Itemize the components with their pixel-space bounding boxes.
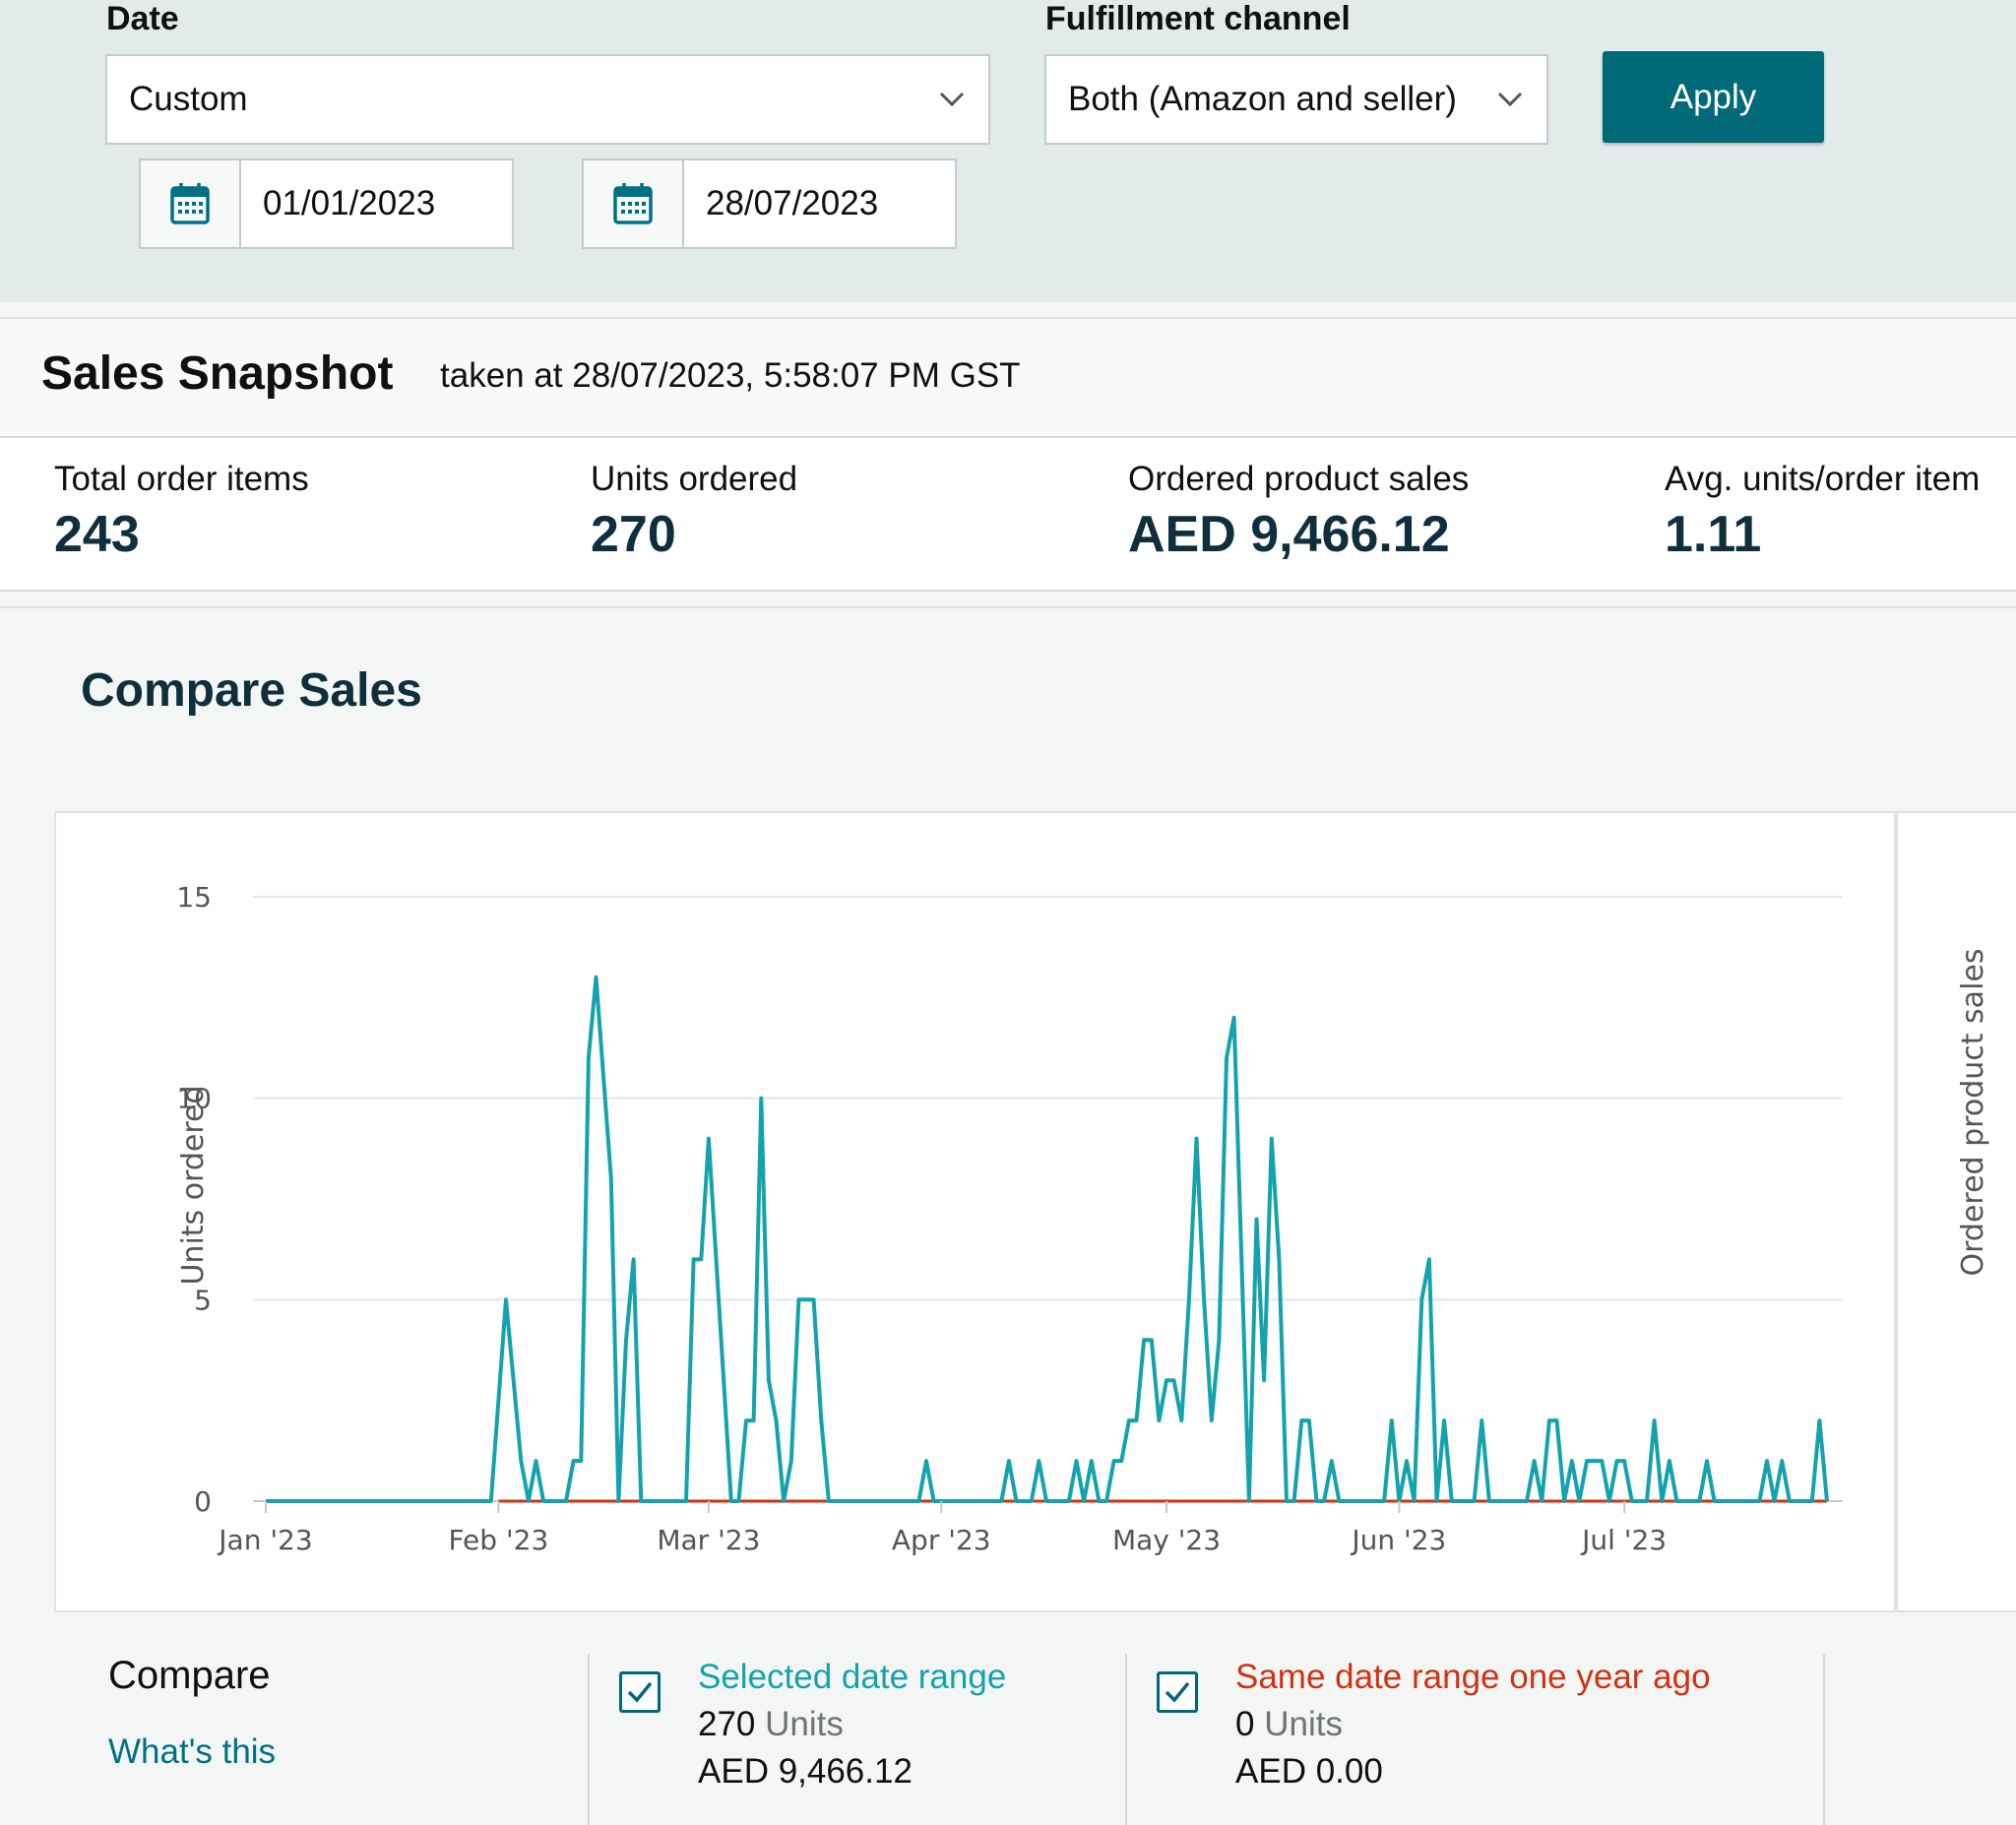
snapshot-timestamp: taken at 28/07/2023, 5:58:07 PM GST — [440, 356, 1021, 395]
compare-sales-section: Compare Sales 0 5 10 15 Jan '23 Feb '23 Mar '… — [0, 606, 2016, 1825]
start-date-field[interactable]: 01/01/2023 — [139, 158, 514, 249]
date-range-select[interactable]: Custom — [105, 54, 990, 145]
checkmark-icon — [1165, 1681, 1190, 1703]
end-date-field[interactable]: 28/07/2023 — [582, 158, 957, 249]
metric-value: AED 9,466.12 — [1128, 506, 1450, 563]
y-tick-label: 0 — [194, 1485, 212, 1518]
previous-year-amount: AED 0.00 — [1235, 1752, 1383, 1791]
x-tick-label: Apr '23 — [892, 1524, 991, 1556]
selected-range-units: 270 Units — [698, 1705, 844, 1744]
y-tick-label: 15 — [176, 881, 212, 913]
chevron-down-icon — [1497, 92, 1523, 107]
apply-button[interactable]: Apply — [1603, 51, 1824, 143]
x-tick-label: Feb '23 — [448, 1524, 548, 1556]
sales-snapshot-title: Sales Snapshot — [41, 347, 394, 400]
metric-value: 243 — [54, 506, 140, 563]
sales-line-chart: 0 5 10 15 Jan '23 Feb '23 Mar '23 Apr '23 May '… — [176, 881, 1843, 1556]
fulfillment-channel-value: Both (Amazon and seller) — [1068, 80, 1457, 118]
metric-label: Ordered product sales — [1128, 460, 1470, 498]
selected-range-title: Selected date range — [698, 1658, 1007, 1696]
metric-value: 1.11 — [1665, 506, 1762, 563]
selected-range-amount: AED 9,466.12 — [698, 1752, 913, 1791]
units-word: Units — [1264, 1705, 1343, 1743]
end-date-value[interactable]: 28/07/2023 — [706, 184, 879, 222]
x-tick-label: Mar '23 — [657, 1524, 760, 1556]
calendar-icon[interactable] — [141, 160, 241, 247]
series-line-selected-range[interactable] — [266, 975, 1829, 1503]
previous-year-units: 0 Units — [1235, 1705, 1343, 1744]
y-tick-label: 10 — [176, 1083, 212, 1115]
metric-ordered-product-sales: Ordered product sales AED 9,466.12 — [1128, 460, 1469, 564]
units-value: 0 — [1235, 1705, 1255, 1743]
x-tick-label: Jun '23 — [1350, 1524, 1446, 1556]
y-axis-title: Units ordered — [176, 1085, 211, 1285]
previous-year-checkbox[interactable] — [1157, 1671, 1198, 1713]
units-value: 270 — [698, 1705, 756, 1743]
chevron-down-icon — [939, 92, 965, 107]
x-tick-label: May '23 — [1112, 1524, 1221, 1556]
metric-value: 270 — [591, 506, 676, 563]
fulfillment-channel-label: Fulfillment channel — [1045, 0, 1351, 37]
metric-label: Avg. units/order item — [1665, 460, 1981, 498]
start-date-value[interactable]: 01/01/2023 — [263, 184, 436, 222]
date-range-value: Custom — [129, 80, 248, 118]
fulfillment-channel-select[interactable]: Both (Amazon and seller) — [1044, 54, 1548, 145]
metric-avg-units-per-order-item: Avg. units/order item 1.11 — [1665, 460, 1980, 564]
whats-this-link[interactable]: What's this — [108, 1732, 277, 1771]
checkmark-icon — [627, 1681, 653, 1703]
filter-panel: Date Custom 01/01/2023 28/07/2023 Fulfil… — [0, 0, 2016, 302]
date-label: Date — [106, 0, 179, 37]
sales-chart: 0 5 10 15 Jan '23 Feb '23 Mar '23 Apr '23 May '… — [54, 811, 1896, 1612]
x-tick-label: Jan '23 — [217, 1524, 312, 1556]
metric-total-order-items: Total order items 243 — [54, 460, 309, 564]
compare-label: Compare — [108, 1654, 271, 1697]
y-tick-label: 5 — [194, 1284, 212, 1316]
units-word: Units — [765, 1705, 844, 1743]
sales-snapshot-header: Sales Snapshot taken at 28/07/2023, 5:58… — [0, 317, 2016, 438]
compare-sales-title: Compare Sales — [81, 664, 422, 717]
metric-label: Units ordered — [591, 460, 798, 498]
secondary-axis-panel: Ordered product sales — [1896, 811, 2016, 1612]
metric-units-ordered: Units ordered 270 — [591, 460, 797, 564]
metric-label: Total order items — [54, 460, 309, 498]
previous-year-title: Same date range one year ago — [1235, 1658, 1711, 1696]
legend-selected-range: Selected date range 270 Units AED 9,466.… — [588, 1654, 1125, 1825]
secondary-y-axis-title: Ordered product sales — [1956, 949, 1990, 1277]
x-tick-label: Jul '23 — [1580, 1524, 1667, 1556]
legend-previous-year: Same date range one year ago 0 Units AED… — [1125, 1654, 1825, 1825]
snapshot-metrics: Total order items 243 Units ordered 270 … — [0, 438, 2016, 592]
calendar-icon[interactable] — [584, 160, 684, 247]
selected-range-checkbox[interactable] — [619, 1671, 661, 1713]
